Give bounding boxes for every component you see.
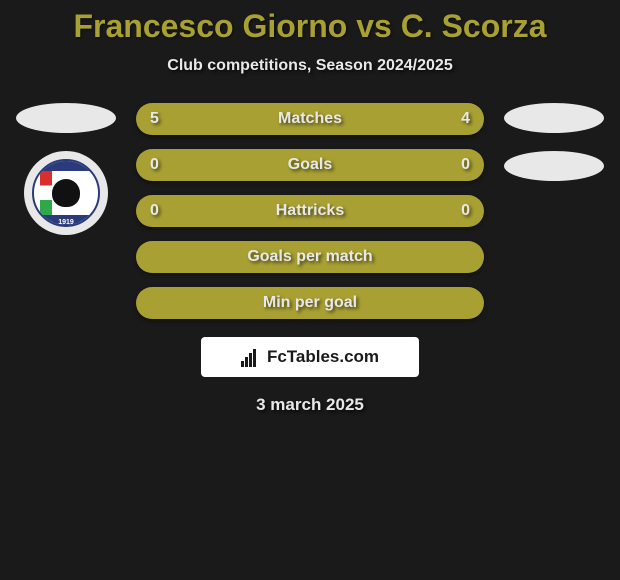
stat-row-min-per-goal: Min per goal [136, 287, 484, 319]
stat-left-value: 5 [150, 110, 174, 128]
stat-right-value: 4 [446, 110, 470, 128]
stat-right-value: 0 [446, 202, 470, 220]
stats-column: 5 Matches 4 0 Goals 0 0 Hattricks 0 Goal… [136, 103, 484, 319]
right-column [504, 103, 604, 181]
club-badge-left: 1919 [24, 151, 108, 235]
stat-label: Hattricks [174, 202, 446, 220]
badge-head-icon [52, 179, 80, 207]
watermark-badge: FcTables.com [201, 337, 419, 377]
stat-left-value: 0 [150, 202, 174, 220]
stat-label: Goals [174, 156, 446, 174]
footer-date: 3 march 2025 [0, 395, 620, 415]
stat-row-goals: 0 Goals 0 [136, 149, 484, 181]
page-title: Francesco Giorno vs C. Scorza [0, 8, 620, 45]
badge-arc-top [34, 161, 98, 171]
badge-year: 1919 [34, 219, 98, 226]
badge-arc-bottom: 1919 [34, 215, 98, 225]
stat-row-matches: 5 Matches 4 [136, 103, 484, 135]
badge-stripes [40, 171, 52, 215]
stat-right-value: 0 [446, 156, 470, 174]
club-right-oval [504, 151, 604, 181]
stat-label: Goals per match [174, 248, 446, 266]
stat-row-hattricks: 0 Hattricks 0 [136, 195, 484, 227]
stat-left-value: 0 [150, 156, 174, 174]
page-subtitle: Club competitions, Season 2024/2025 [0, 57, 620, 75]
player-right-oval [504, 103, 604, 133]
bar-chart-bar [253, 349, 256, 367]
stat-label: Matches [174, 110, 446, 128]
stat-label: Min per goal [174, 294, 446, 312]
player-left-oval [16, 103, 116, 133]
stats-infographic: Francesco Giorno vs C. Scorza Club compe… [0, 0, 620, 415]
bar-chart-bar [241, 361, 244, 367]
bar-chart-icon [241, 347, 261, 367]
left-column: 1919 [16, 103, 116, 235]
stat-row-goals-per-match: Goals per match [136, 241, 484, 273]
bar-chart-bar [245, 357, 248, 367]
main-row: 1919 5 Matches 4 0 Goals 0 0 Hattricks 0 [0, 103, 620, 319]
sestri-levante-crest: 1919 [32, 159, 100, 227]
watermark-text: FcTables.com [267, 347, 379, 367]
bar-chart-bar [249, 353, 252, 367]
